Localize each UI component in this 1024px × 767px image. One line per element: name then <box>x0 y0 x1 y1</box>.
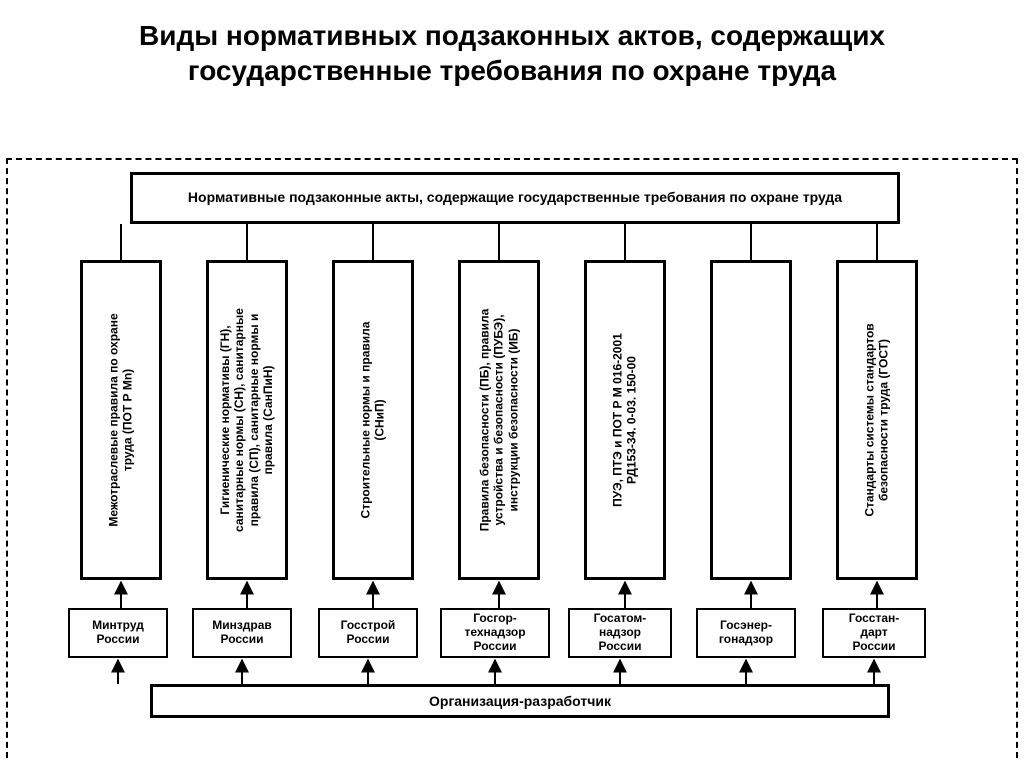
column-box-4: ПУЭ, ПТЭ и ПОТ Р М 016-2001РД153-34. 0-0… <box>584 260 666 580</box>
columns-row: Межотраслевые правила по охранетруда (ПО… <box>70 260 954 580</box>
org-box-2: ГосстройРоссии <box>318 608 418 658</box>
org-box-5: Госэнер-гонадзор <box>696 608 796 658</box>
column-label-6: Стандарты системы стандартовбезопасности… <box>863 265 892 575</box>
page-title: Виды нормативных подзаконных актов, соде… <box>0 0 1024 98</box>
diagram-area: Нормативные подзаконные акты, содержащие… <box>70 172 954 732</box>
org-box-3: Госгор-технадзорРоссии <box>440 608 550 658</box>
orgs-row: МинтрудРоссии МинздравРоссии ГосстройРосси… <box>70 608 954 658</box>
bottom-box: Организация-разработчик <box>150 684 890 718</box>
column-label-4: ПУЭ, ПТЭ и ПОТ Р М 016-2001РД153-34. 0-0… <box>611 265 640 575</box>
org-box-1: МинздравРоссии <box>192 608 292 658</box>
column-box-1: Гигиенические нормативы (ГН),санитарные … <box>206 260 288 580</box>
org-box-0: МинтрудРоссии <box>68 608 168 658</box>
column-box-0: Межотраслевые правила по охранетруда (ПО… <box>80 260 162 580</box>
column-label-2: Строительные нормы и правила(СНиП) <box>359 265 388 575</box>
column-label-1: Гигиенические нормативы (ГН),санитарные … <box>218 265 276 575</box>
dashed-side-right <box>1016 158 1018 758</box>
dashed-divider-top <box>6 158 1018 160</box>
column-box-3: Правила безопасности (ПБ), правилаустрой… <box>458 260 540 580</box>
column-box-5 <box>710 260 792 580</box>
top-box: Нормативные подзаконные акты, содержащие… <box>130 172 900 224</box>
column-label-0: Межотраслевые правила по охранетруда (ПО… <box>107 265 136 575</box>
dashed-side-left <box>6 158 8 758</box>
column-box-6: Стандарты системы стандартовбезопасности… <box>836 260 918 580</box>
org-box-4: Госатом-надзорРоссии <box>568 608 672 658</box>
column-box-2: Строительные нормы и правила(СНиП) <box>332 260 414 580</box>
page: Виды нормативных подзаконных актов, соде… <box>0 0 1024 767</box>
org-box-6: Госстан-дартРоссии <box>822 608 926 658</box>
column-label-3: Правила безопасности (ПБ), правилаустрой… <box>477 265 520 575</box>
